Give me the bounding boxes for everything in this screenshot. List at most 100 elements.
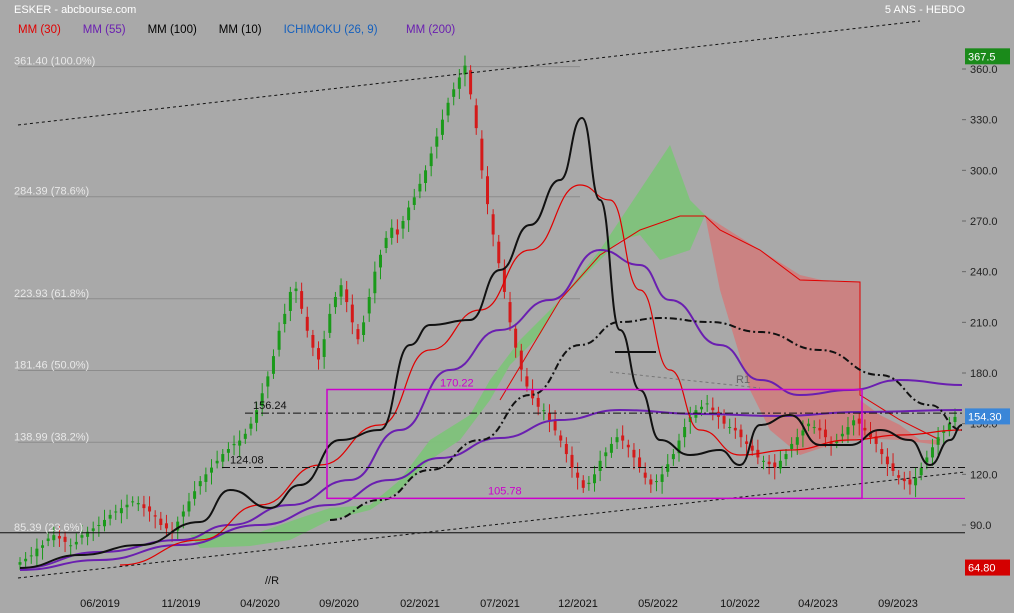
candle-body: [271, 356, 275, 374]
ma-200-line: [19, 408, 963, 571]
ichimoku-cloud-bearish: [705, 215, 940, 455]
legend-item: MM (100): [148, 24, 197, 36]
candle-body: [925, 457, 929, 463]
level-label: 124.08: [230, 454, 264, 466]
candle-body: [778, 460, 782, 469]
candle-body: [823, 429, 827, 438]
candle-body: [660, 474, 664, 482]
candle-body: [176, 521, 180, 531]
candle-body: [643, 472, 647, 478]
candle-body: [705, 403, 709, 405]
fibonacci-label: 284.39 (78.6%): [14, 186, 89, 198]
candle-body: [863, 427, 867, 431]
r1-line: [609, 371, 761, 389]
candle-body: [463, 65, 467, 75]
y-tick-label: 90.0: [970, 520, 991, 532]
candle-body: [35, 548, 39, 557]
candle-body: [288, 291, 292, 311]
x-tick-label: 05/2022: [638, 598, 678, 610]
candle-body: [108, 514, 112, 519]
candle-body: [260, 393, 264, 406]
chart-title: ESKER - abcbourse.com: [14, 4, 136, 16]
candle-body: [666, 464, 670, 472]
candle-body: [63, 536, 67, 542]
ma-55-line: [19, 248, 963, 569]
candle-body: [531, 389, 535, 399]
candle-body: [525, 376, 529, 387]
candle-body: [424, 170, 428, 183]
candle-body: [514, 328, 518, 348]
y-tick-label: 330.0: [970, 115, 998, 127]
candle-body: [384, 237, 388, 249]
high-price-badge-box: [965, 48, 1010, 65]
candle-body: [497, 241, 501, 264]
candle-body: [609, 443, 613, 453]
candle-body: [570, 454, 574, 468]
candle-body: [677, 440, 681, 454]
candle-body: [632, 449, 636, 458]
high-price-badge-label: 367.5: [968, 51, 996, 63]
ichimoku-cloud: [190, 145, 941, 548]
candle-body: [407, 207, 411, 221]
candle-body: [722, 416, 726, 424]
candle-body: [345, 289, 349, 303]
x-tick-label: 04/2020: [240, 598, 280, 610]
x-tick-label: 12/2021: [558, 598, 598, 610]
low-price-badge-label: 64.80: [968, 563, 996, 575]
ma-10-line: [19, 116, 963, 569]
candle-body: [897, 475, 901, 478]
candle-body: [604, 452, 608, 457]
candle-body: [114, 511, 118, 513]
candle-body: [547, 412, 551, 421]
legend: MM (30) MM (55) MM (100) MM (10) ICHIMOKU (2…: [18, 24, 455, 36]
candle-body: [311, 335, 315, 348]
candle-body: [919, 467, 923, 476]
candle-body: [795, 437, 799, 445]
candle-body: [300, 291, 304, 309]
candle-body: [953, 416, 957, 422]
candle-body: [249, 423, 253, 429]
candle-body: [947, 423, 951, 432]
candle-body: [486, 176, 489, 205]
candle-body: [474, 105, 478, 129]
candle-body: [790, 443, 794, 449]
fibonacci-label: 181.46 (50.0%): [14, 360, 89, 372]
y-tick-label: 360.0: [970, 64, 998, 76]
candle-body: [773, 462, 777, 468]
candle-body: [46, 538, 50, 542]
candle-body: [390, 227, 394, 238]
candle-body: [564, 443, 568, 455]
candle-body: [745, 441, 749, 444]
candle-body: [80, 535, 84, 538]
candle-body: [181, 511, 185, 517]
candle-body: [305, 316, 309, 331]
candle-body: [412, 197, 416, 205]
candle-body: [52, 535, 56, 541]
chart-labels: 360.0330.0300.0270.0240.0210.0180.0150.0…: [14, 48, 1010, 610]
candle-body: [767, 461, 771, 465]
candle-body: [131, 501, 135, 503]
candle-body: [378, 254, 382, 268]
legend-item: MM (30): [18, 24, 61, 36]
candle-body: [908, 479, 912, 485]
candle-body: [142, 504, 146, 509]
fibonacci-label: 138.99 (38.2%): [14, 431, 89, 443]
candle-body: [598, 460, 602, 471]
candle-body: [238, 440, 242, 446]
candle-body: [440, 119, 444, 135]
candle-body: [942, 430, 946, 433]
lower-channel-line: [17, 471, 966, 579]
ichimoku-cloud-bullish: [190, 145, 705, 548]
candle-body: [508, 302, 512, 323]
candle-body: [846, 427, 850, 435]
y-tick-label: 210.0: [970, 317, 998, 329]
low-price-badge-box: [965, 559, 1010, 576]
candle-body: [317, 348, 321, 360]
fibonacci-label: 361.40 (100.0%): [14, 56, 95, 68]
candle-body: [761, 460, 765, 462]
candle-body: [446, 102, 450, 116]
candle-body: [187, 501, 191, 512]
candle-body: [700, 406, 704, 410]
x-tick-label: 04/2023: [798, 598, 838, 610]
candle-body: [322, 339, 326, 357]
